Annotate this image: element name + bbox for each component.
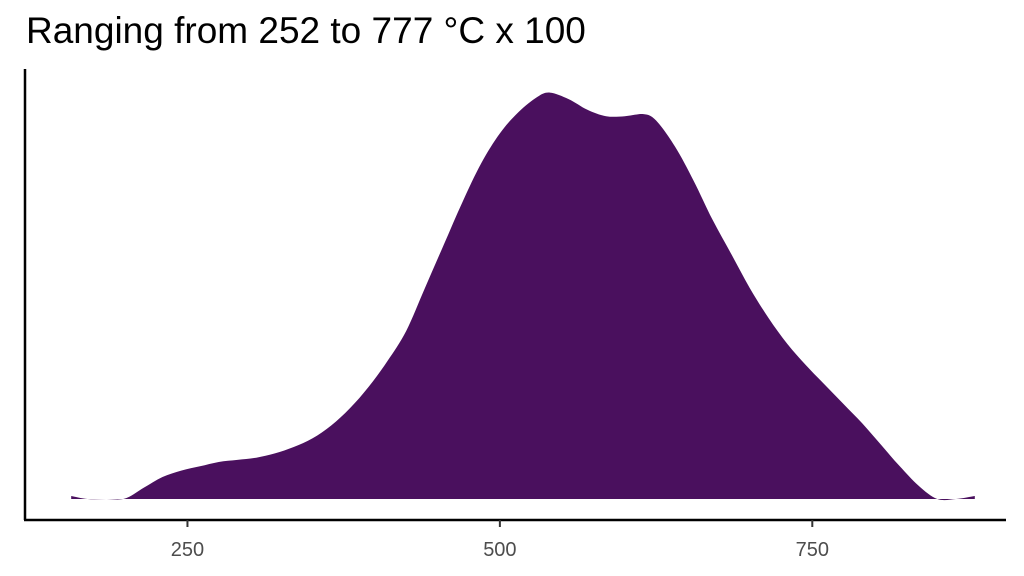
density-area: [71, 92, 975, 501]
x-tick-label: 750: [796, 539, 829, 561]
chart-title: Ranging from 252 to 777 °C x 100: [26, 10, 586, 51]
x-axis-ticks: 250 500 750: [171, 520, 829, 561]
x-tick-label: 500: [483, 539, 516, 561]
x-tick-label: 250: [171, 539, 204, 561]
